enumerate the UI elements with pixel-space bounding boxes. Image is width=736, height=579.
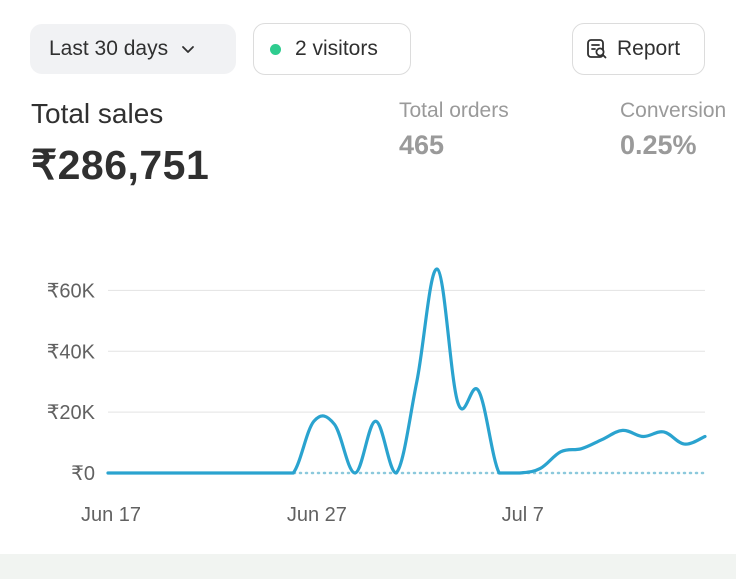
date-range-label: Last 30 days	[49, 37, 169, 60]
y-tick-label: ₹40K	[47, 341, 96, 363]
y-tick-label: ₹0	[71, 463, 95, 485]
total-orders-label[interactable]: Total orders	[399, 99, 509, 122]
date-range-button[interactable]: Last 30 days	[30, 24, 236, 74]
sales-series-line	[106, 267, 707, 475]
total-orders-value: 465	[399, 130, 445, 160]
sales-line-chart: ₹0 ₹20K ₹40K ₹60K Jun 17 Jun 27 Jul 7	[47, 267, 707, 526]
report-button[interactable]: Report	[572, 23, 705, 75]
visitors-button[interactable]: 2 visitors	[253, 23, 411, 75]
x-tick-label: Jun 27	[287, 504, 347, 526]
visitors-label: 2 visitors	[295, 37, 378, 60]
total-sales-value: ₹286,751	[31, 142, 210, 188]
report-label: Report	[617, 37, 681, 60]
y-tick-label: ₹20K	[47, 402, 96, 424]
report-search-icon	[587, 39, 607, 59]
chevron-down-icon	[182, 46, 194, 53]
conversion-value: 0.25%	[620, 130, 697, 160]
bottom-panel	[0, 554, 736, 579]
total-sales-label: Total sales	[31, 98, 164, 129]
conversion-label[interactable]: Conversion	[620, 99, 727, 122]
x-tick-label: Jul 7	[502, 504, 544, 526]
y-tick-label: ₹60K	[47, 280, 96, 302]
status-dot-icon	[270, 43, 281, 55]
x-tick-label: Jun 17	[81, 504, 141, 526]
